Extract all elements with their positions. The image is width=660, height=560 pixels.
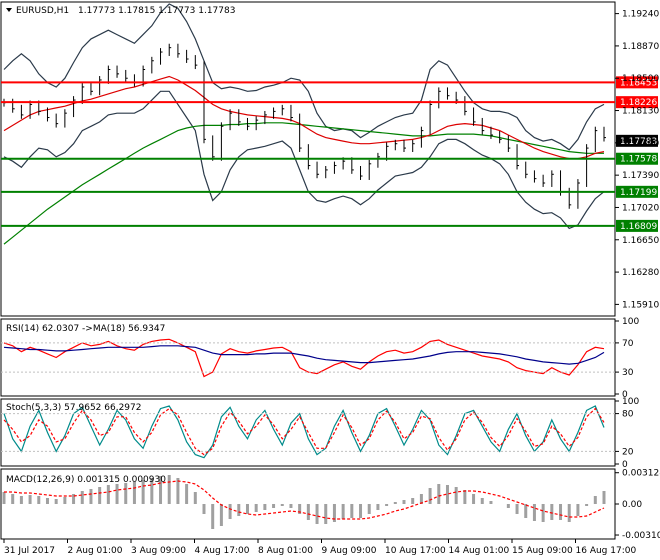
rsi-ma-line [3,345,605,365]
support-level-label: 1.16809 [620,222,657,232]
price-series-layer [3,3,606,245]
price-y-tick-label: 1.18500 [622,74,659,84]
price-y-tick-label: 1.18870 [622,42,659,52]
price-y-tick-label: 1.19240 [622,10,659,20]
support-level-tag [616,219,658,232]
support-level-tag [616,152,658,165]
resistance-level-label: 1.18226 [620,98,657,108]
price-y-tick-label: 1.16650 [622,236,659,246]
rsi-panel-frame [0,318,616,397]
stoch-title: Stoch(5,3,3) 57.9652 66.2972 [6,403,141,413]
bollinger-lower-line [3,90,605,230]
stochastic-y-tick-label: 80 [622,410,634,420]
collapse-triangle-icon[interactable] [6,8,12,12]
y-axis-layer: 1.19240 1.18870 1.18500 1.18130 1.17760 1.173… [615,10,660,541]
rsi-title: RSI(14) 62.0307 ->MA(18) 56.9347 [6,324,165,334]
price-y-tick-label: 1.17390 [622,171,659,181]
x-axis-label: 14 Aug 01:00 [449,546,510,556]
macd-y-tick-label: -0.003102 [622,531,660,541]
x-axis-layer: 31 Jul 2017 2 Aug 01:00 3 Aug 09:00 4 Aug 1… [3,539,637,556]
price-y-tick-label: 1.17020 [622,203,659,213]
current-price-tag [616,134,658,147]
x-axis-label: 16 Aug 17:00 [576,546,637,556]
moving-average-fast-line [3,75,605,160]
symbol-label: EURUSD,H1 [16,6,69,16]
resistance-level-tag [616,76,658,89]
support-level-label: 1.17578 [620,155,657,165]
macd-y-tick-label: 0.003128 [622,469,660,479]
price-y-tick-label: 1.15910 [622,300,659,310]
x-axis-label: 3 Aug 09:00 [131,546,186,556]
rsi-y-tick-label: 0 [622,390,628,400]
x-axis-label: 15 Aug 09:00 [512,546,573,556]
rsi-y-tick-label: 30 [622,368,634,378]
resistance-level-tag [616,96,658,109]
ohlc-readout: 1.17773 1.17815 1.17773 1.17783 [78,6,235,16]
stochastic-y-tick-label: 100 [622,397,639,407]
price-y-tick-label: 1.18130 [622,107,659,117]
macd-y-tick-label: 0.00 [622,500,642,510]
bollinger-upper-line [3,3,605,151]
rsi-y-tick-label: 100 [622,317,639,327]
rsi-layer [1,338,615,378]
stoch-layer [1,405,615,459]
price-y-tick-label: 1.16280 [622,268,659,278]
current-price-label: 1.17783 [620,137,657,147]
stochastic-y-tick-label: 20 [622,447,634,457]
stoch-signal-line [3,407,605,456]
rsi-line [3,338,605,378]
x-axis-label: 10 Aug 17:00 [385,546,446,556]
macd-signal-line [4,480,605,520]
macd-layer [2,475,606,529]
macd-title: MACD(12,26,9) 0.001315 0.000930 [6,475,166,485]
stochastic-y-tick-label: 0 [622,460,628,470]
x-axis-label: 2 Aug 01:00 [68,546,123,556]
resistance-level-label: 1.18453 [620,78,657,88]
price-y-tick-label: 1.17760 [622,139,659,149]
x-axis-label: 8 Aug 01:00 [258,546,313,556]
rsi-y-tick-label: 70 [622,339,634,349]
moving-average-slow-line [3,122,604,245]
x-axis-label: 9 Aug 09:00 [322,546,377,556]
stoch-panel-frame [0,398,616,467]
support-level-tag [616,185,658,198]
x-axis-label: 31 Jul 2017 [4,546,55,556]
x-axis-label: 4 Aug 17:00 [195,546,250,556]
levels-layer: 1.18453 1.18226 1.17578 1.17199 1.16809 1.177… [1,76,658,232]
support-level-label: 1.17199 [620,188,657,198]
